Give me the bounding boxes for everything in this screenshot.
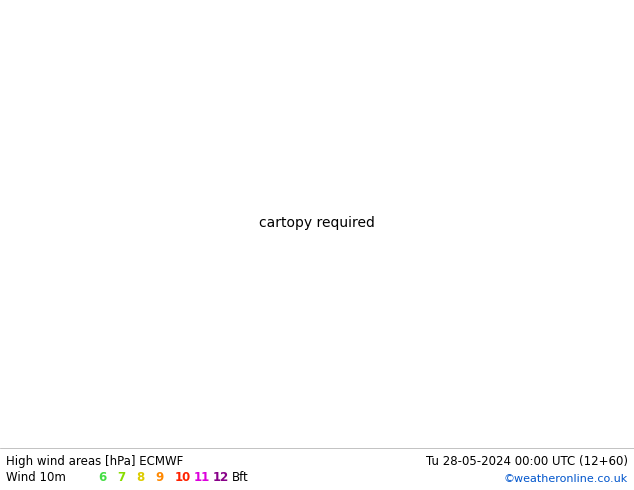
Text: 10: 10 [174, 470, 191, 484]
Text: Tu 28-05-2024 00:00 UTC (12+60): Tu 28-05-2024 00:00 UTC (12+60) [425, 455, 628, 467]
Text: 8: 8 [136, 470, 145, 484]
Text: High wind areas [hPa] ECMWF: High wind areas [hPa] ECMWF [6, 455, 184, 467]
Text: 11: 11 [193, 470, 210, 484]
Text: ©weatheronline.co.uk: ©weatheronline.co.uk [503, 473, 628, 484]
Text: Wind 10m: Wind 10m [6, 470, 66, 484]
Text: 7: 7 [117, 470, 126, 484]
Text: 9: 9 [155, 470, 164, 484]
Text: cartopy required: cartopy required [259, 217, 375, 230]
Text: 6: 6 [98, 470, 107, 484]
Text: Bft: Bft [231, 470, 248, 484]
Text: 12: 12 [212, 470, 229, 484]
